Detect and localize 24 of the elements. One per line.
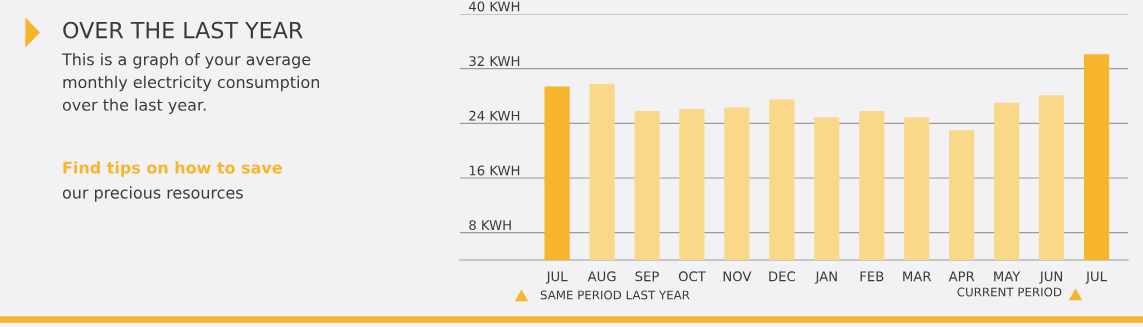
x-tick-label: SEP xyxy=(635,271,659,282)
x-tick-label: FEB xyxy=(860,271,884,282)
x-tick-label: JUL xyxy=(1085,271,1107,284)
text: CURRENT PERIOD xyxy=(957,287,1062,297)
text: Find tips on how to save xyxy=(63,161,282,177)
x-tick-label: JUN xyxy=(1039,271,1062,284)
text: our precious resources xyxy=(62,186,243,202)
y-tick-label: 8 KWH xyxy=(469,220,511,231)
x-tick-label: DEC xyxy=(769,271,795,282)
y-tick-label: 40 KWH xyxy=(468,1,520,12)
x-tick-label: NOV xyxy=(723,271,752,282)
text: OVER THE LAST YEAR xyxy=(63,21,303,39)
x-tick-label: MAR xyxy=(903,271,932,282)
x-tick-label: MAY xyxy=(994,271,1021,282)
x-tick-label: JAN xyxy=(814,271,837,284)
x-tick-label: OCT xyxy=(678,271,706,282)
y-tick-label: 24 KWH xyxy=(469,110,520,121)
text: SAME PERIOD LAST YEAR xyxy=(540,290,690,300)
y-tick-label: 16 KWH xyxy=(469,165,520,176)
x-tick-label: APR xyxy=(948,271,975,282)
x-tick-label: JUL xyxy=(545,271,568,284)
y-tick-label: 32 KWH xyxy=(469,56,520,67)
text: This is a graph of your average monthly electricity consumption over the last year. xyxy=(61,53,320,114)
x-tick-label: AUG xyxy=(587,271,616,282)
